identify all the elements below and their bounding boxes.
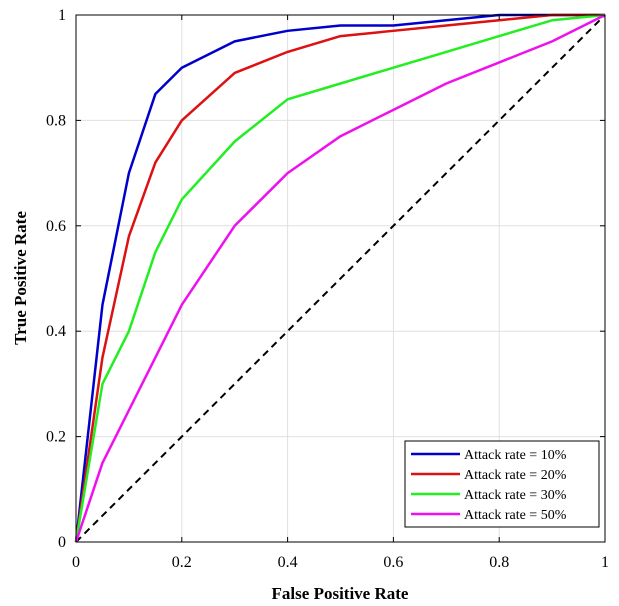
y-tick-label: 0.4	[46, 323, 66, 340]
ticks: 0 0.2 0.4 0.6 0.8 1 0 0.2 0.4 0.6 0.8 1	[46, 7, 609, 571]
legend-label: Attack rate = 50%	[464, 508, 567, 523]
y-tick-label: 0.6	[46, 218, 66, 235]
grid	[76, 15, 605, 542]
plot-frame	[75, 14, 606, 543]
y-tick-label: 0.8	[46, 112, 66, 129]
series-line-3	[74, 13, 606, 543]
reference-layer	[75, 14, 606, 543]
x-tick-label: 0.4	[278, 554, 298, 571]
y-axis-title: True Positive Rate	[11, 211, 30, 345]
x-tick-label: 0.2	[172, 554, 192, 571]
y-tick-label: 0	[58, 534, 66, 551]
x-tick-label: 0	[72, 554, 80, 571]
legend-label: Attack rate = 30%	[464, 488, 567, 503]
legend-label: Attack rate = 10%	[464, 448, 567, 463]
y-tick-label: 1	[58, 7, 66, 24]
legend-entries: Attack rate = 10% Attack rate = 20% Attack…	[411, 448, 567, 523]
x-tick-label: 0.8	[489, 554, 509, 571]
series-line-2	[74, 13, 605, 543]
y-tick-label: 0.2	[46, 429, 66, 446]
series-line-4	[74, 13, 606, 543]
reference-diagonal-line	[75, 14, 606, 543]
x-tick-label: 1	[601, 554, 609, 571]
x-axis-title: False Positive Rate	[272, 584, 409, 603]
x-tick-label: 0.6	[383, 554, 403, 571]
legend: Attack rate = 10% Attack rate = 20% Attack…	[404, 440, 600, 528]
legend-box	[404, 440, 600, 528]
legend-label: Attack rate = 20%	[464, 468, 567, 483]
